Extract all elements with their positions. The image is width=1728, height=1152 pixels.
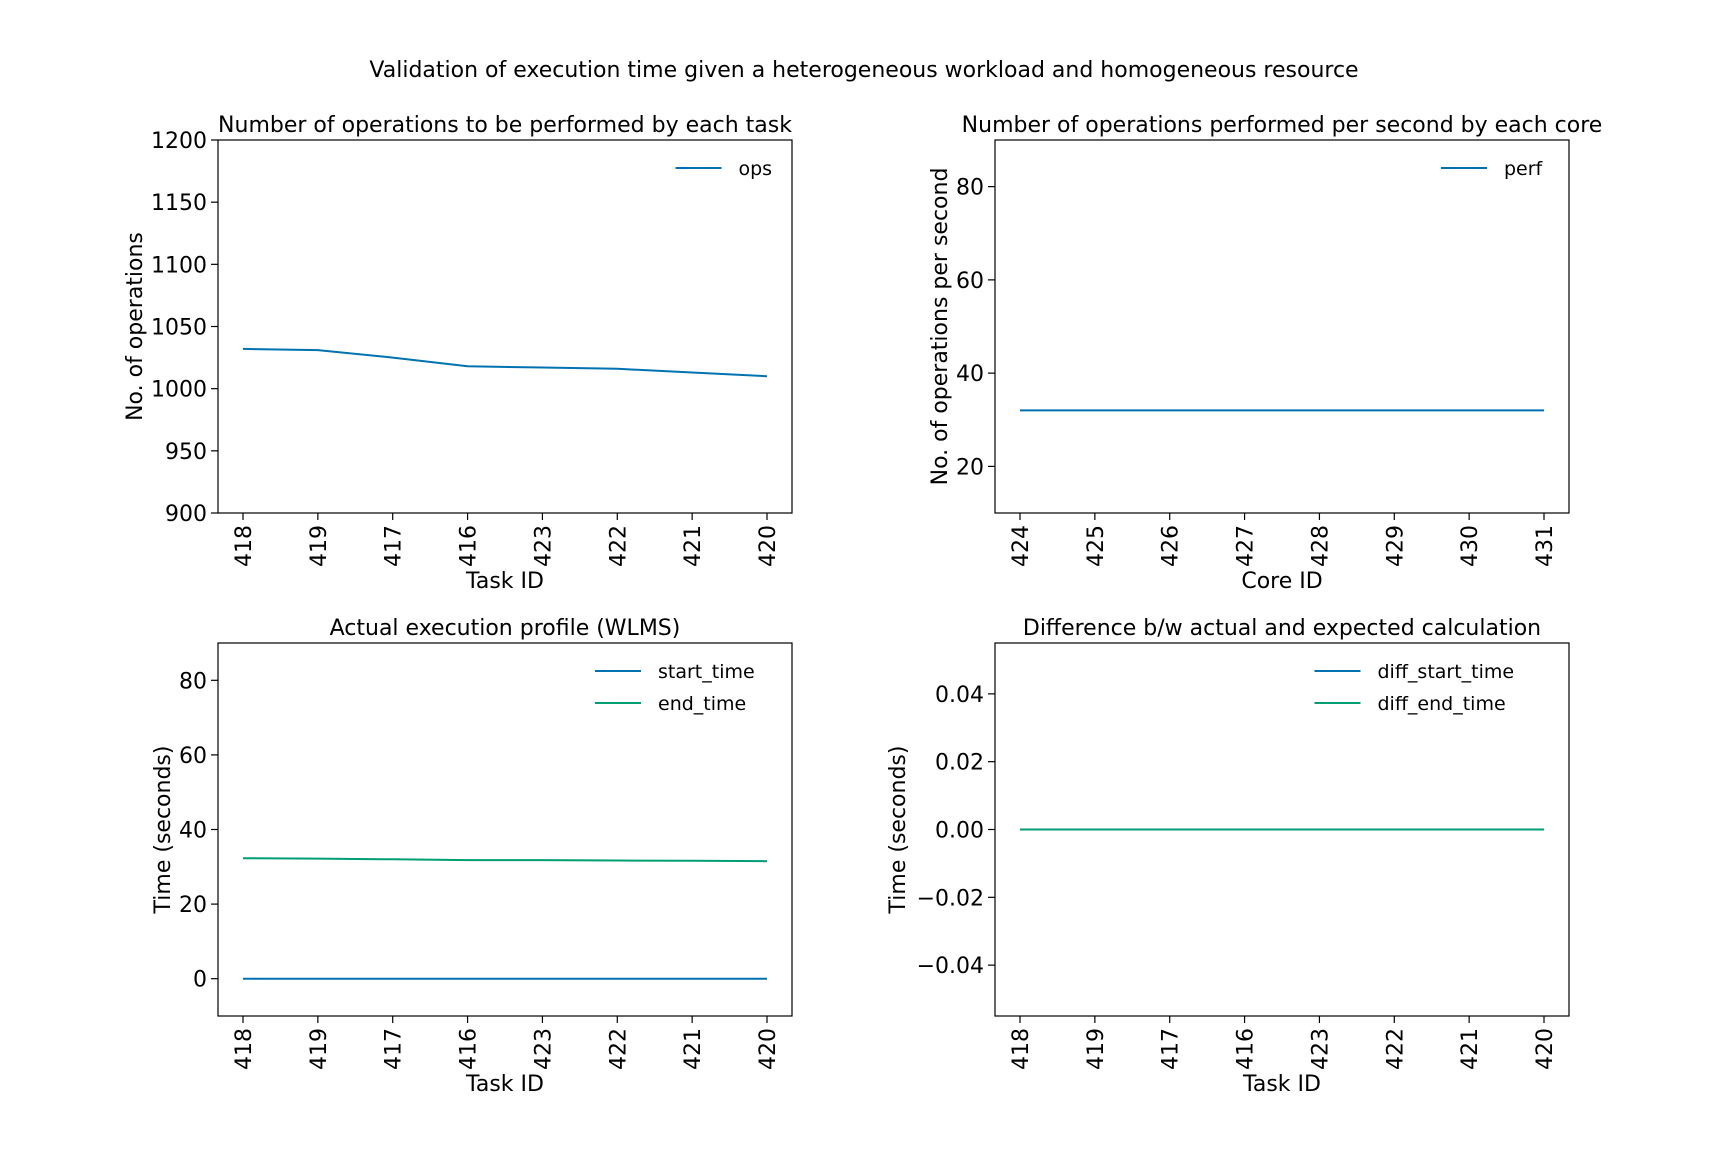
x-tick-label: 417 [382,1028,407,1070]
y-tick-label: 80 [179,669,207,694]
y-tick-label: 20 [179,893,207,918]
subplots: Number of operations to be performed by … [123,113,1602,1097]
x-tick-label: 419 [307,1028,332,1070]
y-tick-label: 0 [193,968,207,993]
y-tick-label: 0.02 [935,751,984,776]
x-tick-label: 418 [1009,1028,1034,1070]
x-tick-label: 421 [681,1028,706,1070]
y-tick-label: −0.02 [917,886,984,911]
subplot-3: Actual execution profile (WLMS) 0 20 40 60 80… [151,616,793,1097]
x-tick-label: 421 [1458,1028,1483,1070]
x-tick-label: 423 [531,525,556,567]
x-tick-label: 419 [307,525,332,567]
x-tick-label: 430 [1458,525,1483,567]
subplot-title: Number of operations to be performed by … [218,113,792,138]
x-tick-label: 420 [756,525,781,567]
x-axis-label: Task ID [465,569,544,594]
y-tick-label: 60 [956,269,984,294]
y-axis-label: Time (seconds) [151,746,176,915]
x-tick-label: 421 [681,525,706,567]
legend-label-diff_end_time: diff_end_time [1378,693,1506,715]
y-tick-label: −0.04 [917,954,984,979]
x-tick-label: 420 [1533,1028,1558,1070]
legend: ops [675,158,773,180]
x-tick-label: 419 [1084,1028,1109,1070]
x-tick-label: 423 [1308,1028,1333,1070]
figure-title: Validation of execution time given a het… [369,58,1358,83]
x-tick-label: 431 [1533,525,1558,567]
y-tick-label: 0.04 [935,683,984,708]
y-tick-label: 60 [179,744,207,769]
legend: start_time end_time [595,661,755,715]
y-axis-label: No. of operations [123,232,148,421]
legend: perf [1441,158,1544,180]
y-tick-label: 1150 [151,191,207,216]
x-tick-label: 425 [1084,525,1109,567]
x-tick-label: 416 [1234,1028,1259,1070]
x-tick-label: 422 [1383,1028,1408,1070]
subplot-title: Number of operations performed per secon… [962,113,1603,138]
legend-label-end_time: end_time [658,693,746,715]
y-tick-label: 1050 [151,316,207,341]
subplot-2: Number of operations performed per secon… [928,113,1602,594]
y-tick-label: 20 [956,455,984,480]
x-tick-label: 427 [1234,525,1259,567]
subplot-1: Number of operations to be performed by … [123,113,793,594]
x-tick-label: 418 [232,525,257,567]
y-axis-label: Time (seconds) [886,746,911,915]
x-tick-label: 417 [382,525,407,567]
x-tick-label: 417 [1159,1028,1184,1070]
x-tick-label: 420 [756,1028,781,1070]
plot-frame [994,139,1570,514]
subplot-title: Difference b/w actual and expected calcu… [1023,616,1541,641]
x-tick-label: 429 [1383,525,1408,567]
series-line-end_time [242,857,768,863]
subplot-4: Difference b/w actual and expected calcu… [886,616,1570,1097]
y-tick-label: 1100 [151,253,207,278]
x-axis-label: Task ID [1242,1072,1321,1097]
legend-label-diff_start_time: diff_start_time [1378,661,1515,683]
y-tick-label: 1000 [151,378,207,403]
legend: diff_start_time diff_end_time [1314,661,1515,715]
series-line-ops [242,347,768,378]
x-tick-label: 416 [457,525,482,567]
x-tick-label: 422 [606,1028,631,1070]
x-axis-label: Task ID [465,1072,544,1097]
plot-frame [217,139,793,514]
y-tick-label: 40 [956,362,984,387]
legend-label-start_time: start_time [658,661,755,683]
y-tick-label: 1200 [151,129,207,154]
y-tick-label: 900 [165,502,207,527]
legend-label-ops: ops [739,158,773,180]
legend-label-perf: perf [1504,158,1544,180]
subplot-title: Actual execution profile (WLMS) [330,616,681,641]
x-tick-label: 416 [457,1028,482,1070]
y-tick-label: 80 [956,176,984,201]
x-tick-label: 424 [1009,525,1034,567]
x-tick-label: 423 [531,1028,556,1070]
x-tick-label: 428 [1308,525,1333,567]
y-axis-label: No. of operations per second [928,168,953,486]
x-tick-label: 418 [232,1028,257,1070]
y-tick-label: 950 [165,440,207,465]
y-tick-label: 40 [179,819,207,844]
x-tick-label: 422 [606,525,631,567]
x-tick-label: 426 [1159,525,1184,567]
y-tick-label: 0.00 [935,819,984,844]
x-axis-label: Core ID [1241,569,1322,594]
